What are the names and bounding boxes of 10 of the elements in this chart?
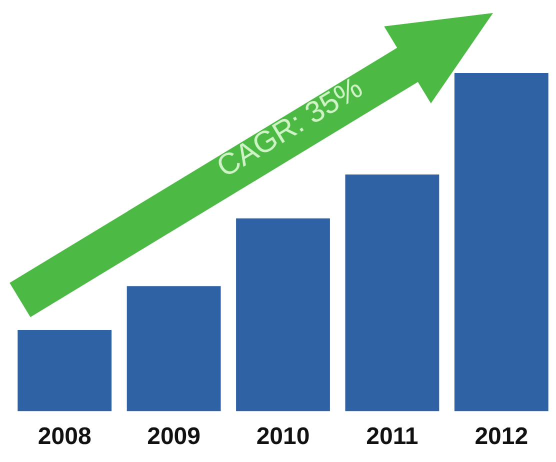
bar [126, 286, 221, 412]
x-tick-label: 2012 [474, 423, 528, 450]
bar [345, 174, 440, 412]
bar [18, 330, 112, 412]
x-tick-label: 2011 [366, 423, 418, 450]
x-tick-label: 2009 [147, 423, 200, 450]
bar [236, 218, 330, 412]
x-tick-label: 2008 [38, 423, 92, 450]
x-tick-label: 2010 [256, 423, 310, 450]
bar [454, 73, 548, 412]
